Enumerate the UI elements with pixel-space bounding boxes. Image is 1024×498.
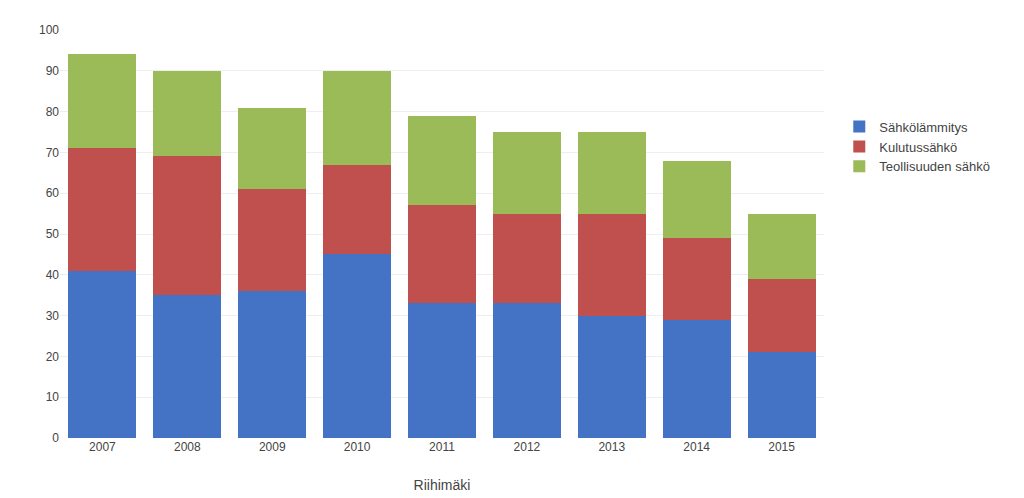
svg-text:Kulutussähkö: Kulutussähkö (879, 140, 957, 155)
svg-text:80: 80 (46, 105, 60, 119)
svg-text:2011: 2011 (429, 440, 455, 454)
svg-text:30: 30 (46, 309, 60, 323)
svg-text:2013: 2013 (598, 440, 625, 454)
svg-text:70: 70 (46, 146, 60, 160)
svg-text:20: 20 (46, 350, 60, 364)
svg-text:Riihimäki: Riihimäki (414, 477, 471, 493)
svg-text:50: 50 (46, 227, 60, 241)
svg-text:2012: 2012 (514, 440, 541, 454)
svg-text:40: 40 (46, 268, 60, 282)
svg-text:100: 100 (39, 23, 59, 37)
svg-text:Sähkölämmitys: Sähkölämmitys (879, 120, 968, 135)
svg-text:0: 0 (52, 431, 59, 445)
svg-text:2010: 2010 (344, 440, 371, 454)
svg-text:2008: 2008 (174, 440, 201, 454)
svg-text:90: 90 (46, 64, 60, 78)
svg-text:10: 10 (46, 390, 60, 404)
svg-text:Teollisuuden sähkö: Teollisuuden sähkö (879, 159, 990, 174)
svg-text:2009: 2009 (259, 440, 286, 454)
svg-text:2015: 2015 (768, 440, 795, 454)
svg-text:2014: 2014 (683, 440, 710, 454)
svg-text:2007: 2007 (89, 440, 116, 454)
svg-text:60: 60 (46, 186, 60, 200)
